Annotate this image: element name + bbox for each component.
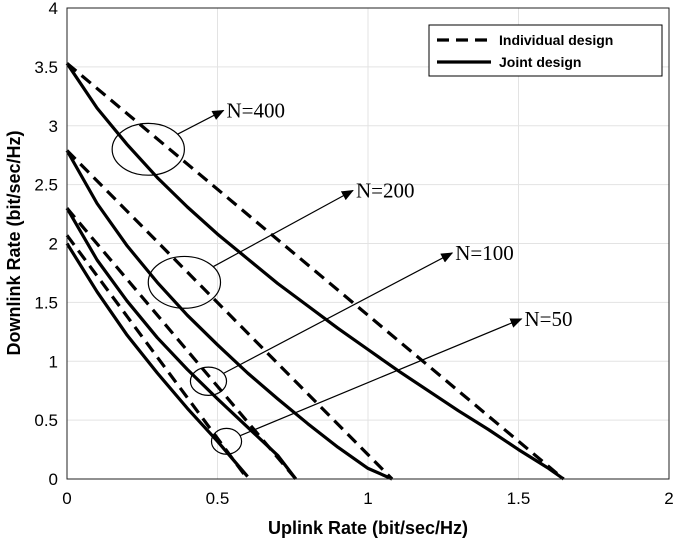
series-line-n-400-solid [65,62,565,481]
annotation-ellipse [147,255,222,309]
series-line-n-400-dashed [65,62,565,481]
x-axis-label: Uplink Rate (bit/sec/Hz) [268,518,468,538]
annotations: N=400 N=200 N=100 N=50 [111,98,573,455]
x-tick-label: 0.5 [206,489,230,508]
x-tick-label: 2 [664,489,673,508]
series-line-n-100-solid [65,207,298,480]
annotation-arrow [239,318,523,437]
series-line-n-50-solid [65,242,249,478]
legend-box [428,24,663,77]
y-tick-label: 4 [49,0,58,18]
y-tick-label: 3 [49,117,58,136]
annotation-arrow [177,109,225,135]
annotation-label: N=200 [356,179,415,203]
annotation-ellipse [189,366,228,396]
series-line-n-200-dashed [65,149,394,481]
y-tick-label: 0.5 [34,411,58,430]
plot-frame [66,7,670,480]
series-line-n-50-dashed [65,234,249,480]
series-line-n-100-dashed [65,207,298,481]
annotation-label: N=50 [525,307,573,331]
legend-label: Individual design [499,32,613,48]
series-line-n-200-solid [65,149,393,481]
y-tick-label: 2.5 [34,176,58,195]
x-tick-label: 1.5 [507,489,531,508]
legend-label: Joint design [499,54,581,70]
series-group [65,62,565,481]
y-tick-label: 0 [49,470,58,489]
x-tick-labels: 0 0.5 1 1.5 2 [62,489,673,508]
legend: Individual design Joint design [428,24,663,77]
x-tick-label: 0 [62,489,71,508]
y-tick-labels: 0 0.5 1 1.5 2 2.5 3 3.5 4 [34,0,58,489]
annotation-arrow [212,189,354,268]
annotation-ellipse [210,427,243,455]
y-tick-label: 1.5 [34,293,58,312]
x-tick-label: 1 [363,489,372,508]
y-tick-label: 1 [49,352,58,371]
y-tick-label: 3.5 [34,58,58,77]
y-tick-label: 2 [49,235,58,254]
annotation-label: N=100 [455,241,514,265]
annotation-arrow [223,252,454,374]
y-axis-label: Downlink Rate (bit/sec/Hz) [4,130,24,355]
annotation-label: N=400 [227,98,286,122]
annotation-ellipse [111,122,185,176]
